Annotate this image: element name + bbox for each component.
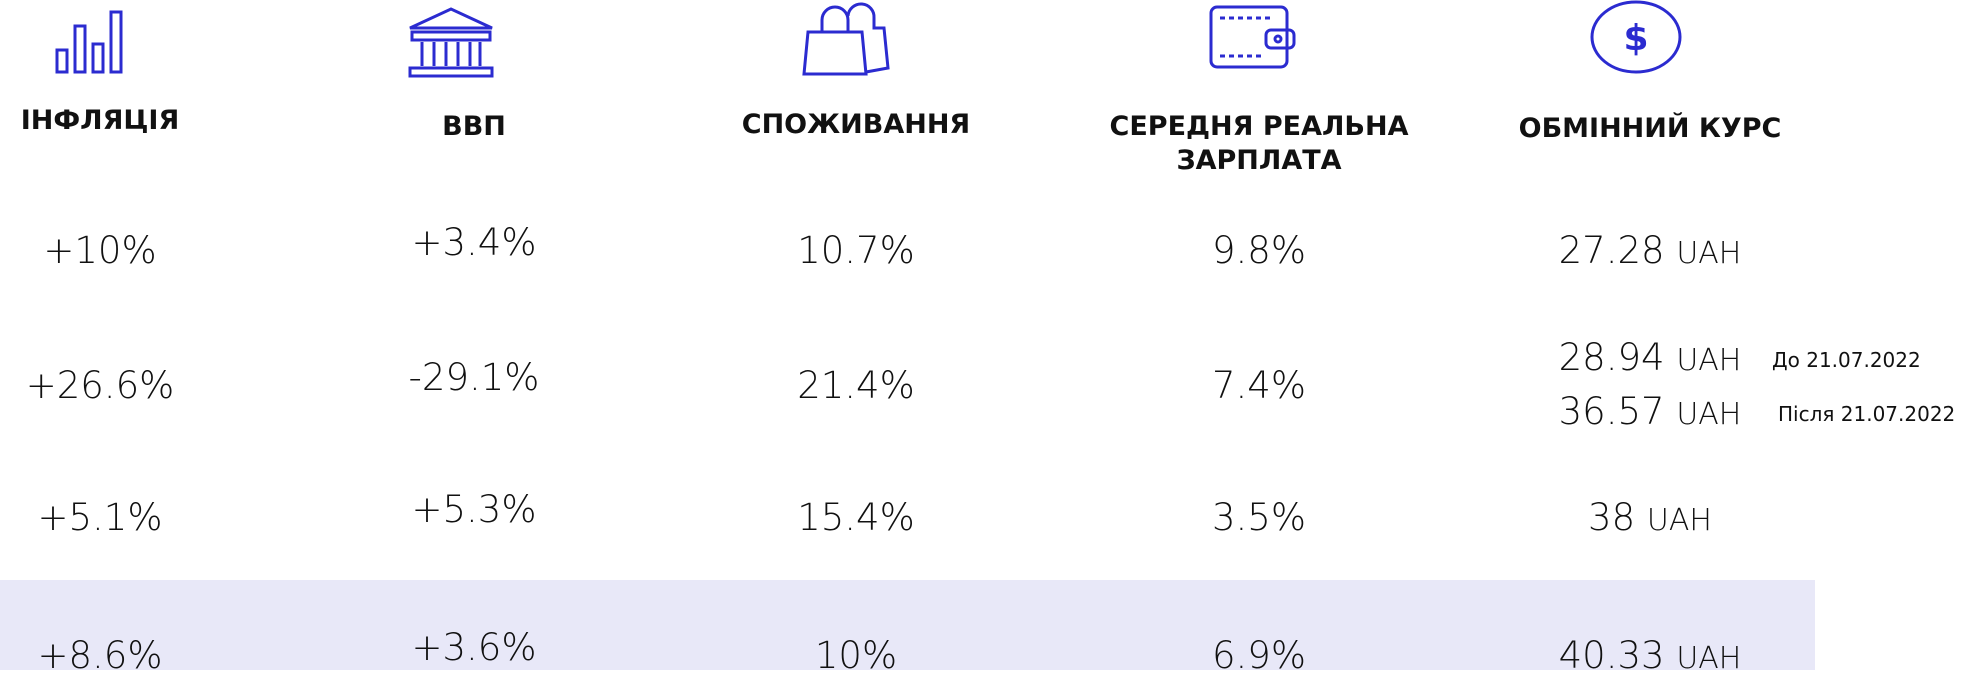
rate-note: Після 21.07.2022 bbox=[1778, 402, 1956, 426]
exchange-rate: 28.94 UAH bbox=[1470, 336, 1830, 383]
column-header: СПОЖИВАННЯ bbox=[741, 109, 971, 140]
cell-value: 9.8% bbox=[1212, 229, 1306, 272]
rate-amount: 27.28 bbox=[1558, 229, 1665, 272]
column-header: СЕРЕДНЯ РЕАЛЬНА ЗАРПЛАТА bbox=[1109, 111, 1409, 176]
column-header: ОБМІННИЙ КУРС bbox=[1518, 113, 1782, 144]
column-header: ВВП bbox=[442, 111, 506, 142]
rate-currency: UAH bbox=[1676, 236, 1742, 271]
cell-value: 15.4% bbox=[797, 496, 915, 539]
cell-value: 21.4% bbox=[797, 364, 915, 407]
rate-note: До 21.07.2022 bbox=[1772, 348, 1921, 372]
rate-amount: 36.57 bbox=[1558, 390, 1665, 433]
svg-text:$: $ bbox=[1623, 18, 1648, 59]
rate-amount: 38 bbox=[1588, 496, 1636, 539]
column-header: ІНФЛЯЦІЯ bbox=[20, 105, 180, 136]
exchange-rate: 40.33 UAH bbox=[1470, 634, 1830, 681]
cell-value: 7.4% bbox=[1212, 364, 1306, 407]
rate-amount: 40.33 bbox=[1558, 634, 1665, 677]
rate-currency: UAH bbox=[1646, 503, 1712, 538]
cell-value: 6.9% bbox=[1212, 634, 1306, 677]
rate-currency: UAH bbox=[1676, 397, 1742, 432]
rate-currency: UAH bbox=[1676, 343, 1742, 378]
wallet-icon bbox=[1209, 5, 1296, 69]
cell-value: +3.4% bbox=[411, 221, 537, 264]
exchange-rate: 36.57 UAH bbox=[1470, 390, 1830, 437]
cell-value: 10.7% bbox=[797, 229, 915, 272]
cell-value: +26.6% bbox=[25, 364, 175, 407]
cell-value: +5.1% bbox=[37, 496, 163, 539]
highlight-row bbox=[0, 580, 1815, 670]
shopping-icon bbox=[802, 2, 890, 76]
exchange-rate: 27.28 UAH bbox=[1470, 229, 1830, 276]
rate-amount: 28.94 bbox=[1558, 336, 1665, 379]
rate-currency: UAH bbox=[1676, 641, 1742, 676]
cell-value: 3.5% bbox=[1212, 496, 1306, 539]
chart-icon bbox=[55, 10, 123, 74]
bank-icon bbox=[408, 7, 494, 78]
cell-value: -29.1% bbox=[408, 356, 540, 399]
dollar-icon: $ bbox=[1590, 0, 1682, 74]
exchange-rate: 38 UAH bbox=[1470, 496, 1830, 543]
cell-value: +5.3% bbox=[411, 488, 537, 531]
cell-value: +10% bbox=[43, 229, 157, 272]
cell-value: 10% bbox=[814, 634, 898, 677]
cell-value: +3.6% bbox=[411, 626, 537, 669]
cell-value: +8.6% bbox=[37, 634, 163, 677]
